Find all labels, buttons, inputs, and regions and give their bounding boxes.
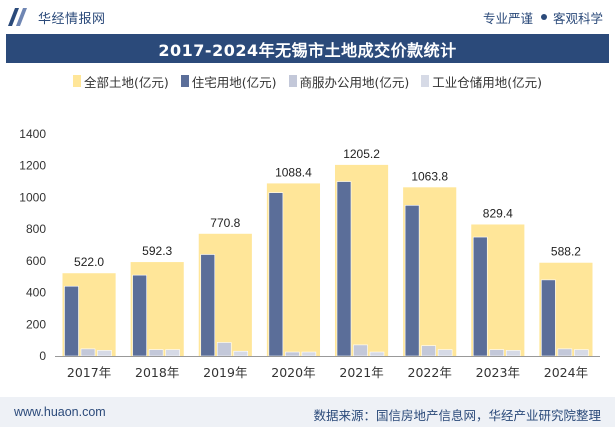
tagline-right: 客观科学 [552, 10, 603, 26]
bar-commercial [421, 345, 436, 357]
bar-commercial [80, 348, 96, 357]
footer-bar: www.huaon.com 数据来源：国信房地产信息网，华经产业研究院整理 [0, 397, 615, 427]
data-label-total: 770.8 [210, 216, 240, 230]
bar-residential [404, 205, 420, 357]
bar-commercial [489, 349, 505, 357]
data-label-total: 1205.2 [343, 147, 380, 161]
bar-residential [132, 274, 147, 357]
data-label-total: 1063.8 [411, 169, 448, 183]
bar-industrial [165, 349, 180, 357]
data-label-total: 522.0 [74, 255, 104, 269]
legend-item-residential: 住宅用地(亿元) [180, 72, 277, 91]
y-tick-label: 200 [26, 317, 46, 331]
y-tick-label: 0 [39, 349, 46, 363]
x-tick-label: 2024年 [544, 365, 588, 380]
bar-residential [336, 181, 352, 357]
bar-industrial [505, 350, 521, 357]
legend-swatch-industrial [421, 75, 430, 87]
bar-industrial [97, 350, 112, 357]
brand-name: 华经情报网 [38, 11, 106, 27]
bar-residential [541, 279, 556, 357]
y-tick-label: 400 [26, 286, 46, 300]
legend-item-total: 全部土地(亿元) [72, 72, 169, 91]
x-tick-label: 2022年 [408, 365, 452, 380]
bullet-dot-icon [540, 14, 547, 20]
brand[interactable]: 华经情报网 [8, 7, 106, 27]
footer-url[interactable]: www.huaon.com [14, 405, 106, 419]
legend-swatch-commercial [288, 75, 297, 87]
bar-residential [200, 254, 216, 357]
legend-swatch-total [72, 75, 81, 87]
bar-commercial [557, 348, 573, 357]
data-label-total: 1088.4 [275, 165, 312, 179]
bar-residential [268, 192, 284, 357]
legend-swatch-residential [180, 75, 189, 87]
x-tick-label: 2023年 [476, 365, 520, 380]
data-label-total: 588.2 [551, 245, 581, 259]
x-tick-label: 2017年 [67, 365, 111, 380]
data-label-total: 592.3 [142, 244, 172, 258]
bar-industrial [301, 351, 317, 357]
bar-residential [64, 285, 79, 357]
footer-source: 数据来源：国信房地产信息网，华经产业研究院整理 [313, 408, 601, 423]
x-tick-label: 2019年 [203, 365, 247, 380]
bar-industrial [574, 349, 589, 357]
bar-commercial [285, 351, 300, 357]
legend-label-commercial: 商服办公用地(亿元) [299, 74, 410, 90]
y-tick-label: 800 [26, 222, 46, 236]
legend-label-total: 全部土地(亿元) [83, 74, 169, 90]
bar-industrial [369, 351, 385, 357]
huajing-logo-icon [8, 8, 27, 26]
tagline-left: 专业严谨 [482, 10, 533, 26]
bar-commercial [148, 349, 164, 357]
bar-industrial [233, 350, 249, 357]
bar-industrial [437, 349, 453, 357]
bar-residential [472, 236, 488, 357]
bar-commercial [216, 342, 232, 357]
y-tick-label: 600 [26, 254, 46, 268]
legend-label-residential: 住宅用地(亿元) [191, 74, 277, 90]
legend-item-industrial: 工业仓储用地(亿元) [421, 72, 542, 91]
y-tick-label: 1400 [19, 127, 46, 141]
chart-legend: 全部土地(亿元) 住宅用地(亿元) 商服办公用地(亿元) 工业仓储用地(亿元) [0, 70, 615, 92]
header-bar: 华经情报网 专业严谨 客观科学 [0, 0, 615, 34]
x-tick-label: 2020年 [271, 365, 315, 380]
y-tick-label: 1200 [19, 159, 46, 173]
data-label-total: 829.4 [483, 206, 513, 220]
tagline: 专业严谨 客观科学 [483, 7, 603, 27]
x-tick-label: 2018年 [135, 365, 179, 380]
chart-title: 2017-2024年无锡市土地成交价款统计 [158, 40, 457, 60]
legend-label-industrial: 工业仓储用地(亿元) [432, 74, 543, 90]
y-tick-label: 1000 [19, 190, 46, 204]
x-tick-label: 2021年 [339, 365, 383, 380]
bar-commercial [353, 344, 368, 357]
legend-item-commercial: 商服办公用地(亿元) [288, 72, 410, 91]
chart-title-bar: 2017-2024年无锡市土地成交价款统计 [6, 34, 609, 63]
